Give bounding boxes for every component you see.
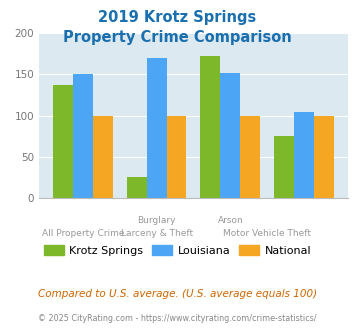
- Bar: [240, 115, 260, 198]
- Text: Motor Vehicle Theft: Motor Vehicle Theft: [223, 229, 311, 238]
- Legend: Krotz Springs, Louisiana, National: Krotz Springs, Louisiana, National: [39, 240, 316, 260]
- Text: Burglary: Burglary: [137, 216, 176, 225]
- Text: © 2025 CityRating.com - https://www.cityrating.com/crime-statistics/: © 2025 CityRating.com - https://www.city…: [38, 314, 317, 323]
- Text: Larceny & Theft: Larceny & Theft: [121, 229, 193, 238]
- Bar: [314, 115, 334, 198]
- Bar: [127, 178, 147, 198]
- Bar: [201, 56, 220, 198]
- Bar: [220, 73, 240, 198]
- Bar: [274, 136, 294, 198]
- Bar: [93, 115, 113, 198]
- Text: Arson: Arson: [218, 216, 243, 225]
- Bar: [166, 115, 186, 198]
- Text: All Property Crime: All Property Crime: [42, 229, 124, 238]
- Bar: [53, 85, 73, 198]
- Bar: [147, 58, 166, 198]
- Text: 2019 Krotz Springs: 2019 Krotz Springs: [98, 10, 257, 25]
- Text: Compared to U.S. average. (U.S. average equals 100): Compared to U.S. average. (U.S. average …: [38, 289, 317, 299]
- Text: Property Crime Comparison: Property Crime Comparison: [63, 30, 292, 45]
- Bar: [73, 74, 93, 198]
- Bar: [294, 112, 314, 198]
